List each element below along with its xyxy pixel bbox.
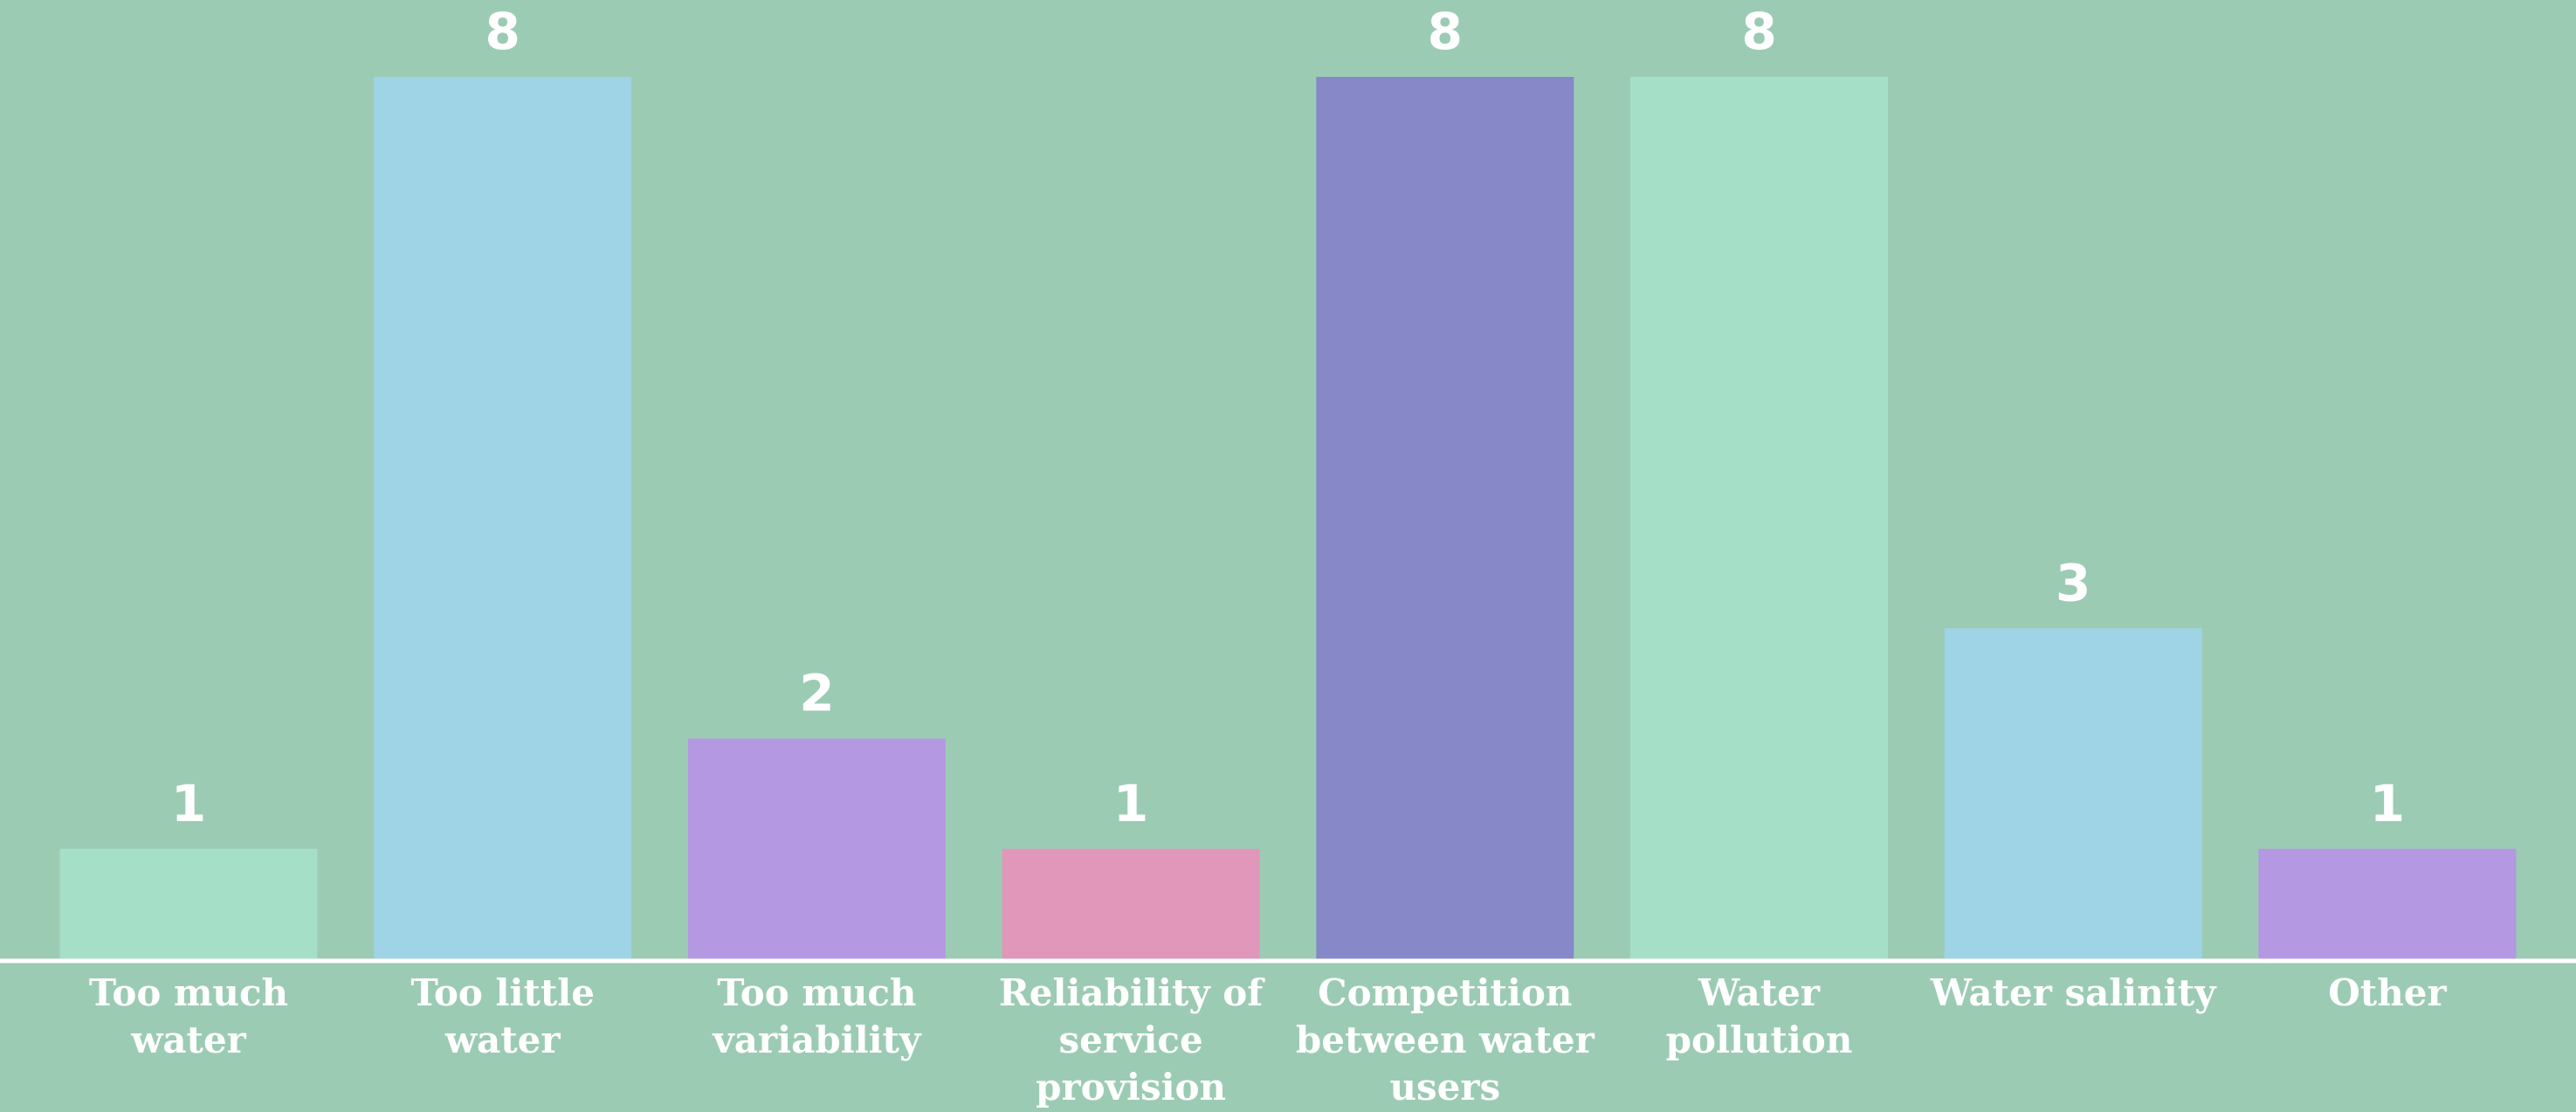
value-label: 1 [1113, 774, 1148, 833]
x-tick-label: Water salinity [1930, 971, 2216, 1014]
x-tick-label: Too much water [88, 971, 289, 1061]
x-tick-label: Too little water [410, 971, 595, 1061]
x-tick-label: Water pollution [1665, 971, 1853, 1061]
value-label: 8 [486, 2, 520, 61]
x-tick-label: Competition between water users [1295, 971, 1595, 1109]
x-tick-label: Other [2328, 971, 2447, 1014]
bar [687, 738, 946, 959]
bar [1944, 628, 2202, 959]
value-label: 1 [2370, 774, 2405, 833]
value-label: 2 [799, 664, 834, 723]
bar [1630, 77, 1888, 959]
value-label: 8 [1428, 2, 1463, 61]
value-label: 3 [2056, 553, 2090, 612]
value-label: 8 [1741, 2, 1776, 61]
x-tick-label: Too much variability [713, 971, 921, 1061]
bar [1316, 77, 1574, 959]
bar [59, 848, 318, 959]
bar [1002, 848, 1260, 959]
value-label: 1 [171, 774, 206, 833]
bar [374, 77, 632, 959]
x-tick-label: Reliability of service provision [998, 971, 1264, 1109]
bar [2258, 848, 2517, 959]
